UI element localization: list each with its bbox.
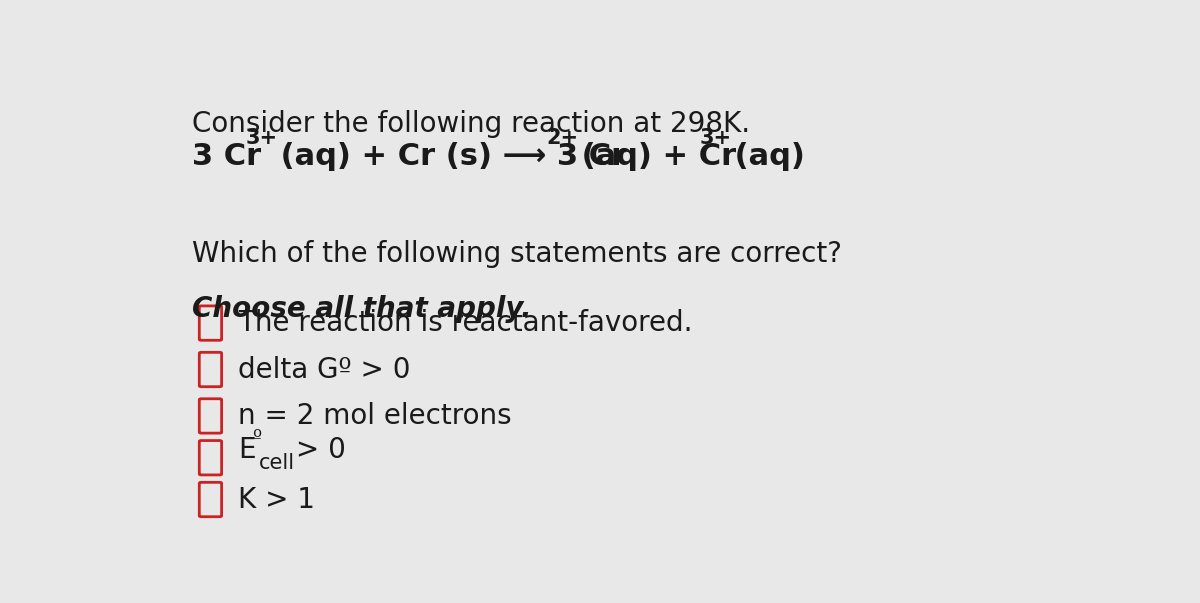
Text: cell: cell bbox=[259, 453, 295, 473]
Text: K > 1: K > 1 bbox=[239, 485, 316, 514]
Text: 3+: 3+ bbox=[246, 128, 277, 148]
Text: 3 Cr: 3 Cr bbox=[192, 142, 260, 171]
Text: Consider the following reaction at 298K.: Consider the following reaction at 298K. bbox=[192, 110, 750, 137]
Text: 3+: 3+ bbox=[700, 128, 731, 148]
Text: delta Gº > 0: delta Gº > 0 bbox=[239, 356, 410, 384]
Text: > 0: > 0 bbox=[287, 436, 346, 464]
Text: (aq): (aq) bbox=[724, 142, 805, 171]
Text: Which of the following statements are correct?: Which of the following statements are co… bbox=[192, 239, 842, 268]
Text: The reaction is reactant-favored.: The reaction is reactant-favored. bbox=[239, 309, 692, 337]
Text: 2+: 2+ bbox=[546, 128, 578, 148]
Text: º: º bbox=[252, 428, 262, 447]
Text: Choose all that apply.: Choose all that apply. bbox=[192, 295, 532, 323]
Text: E: E bbox=[239, 436, 256, 464]
Text: (aq) + Cr (s) ⟶ 3 Cr: (aq) + Cr (s) ⟶ 3 Cr bbox=[270, 142, 626, 171]
Text: (aq) + Cr: (aq) + Cr bbox=[571, 142, 737, 171]
Text: n = 2 mol electrons: n = 2 mol electrons bbox=[239, 402, 512, 430]
